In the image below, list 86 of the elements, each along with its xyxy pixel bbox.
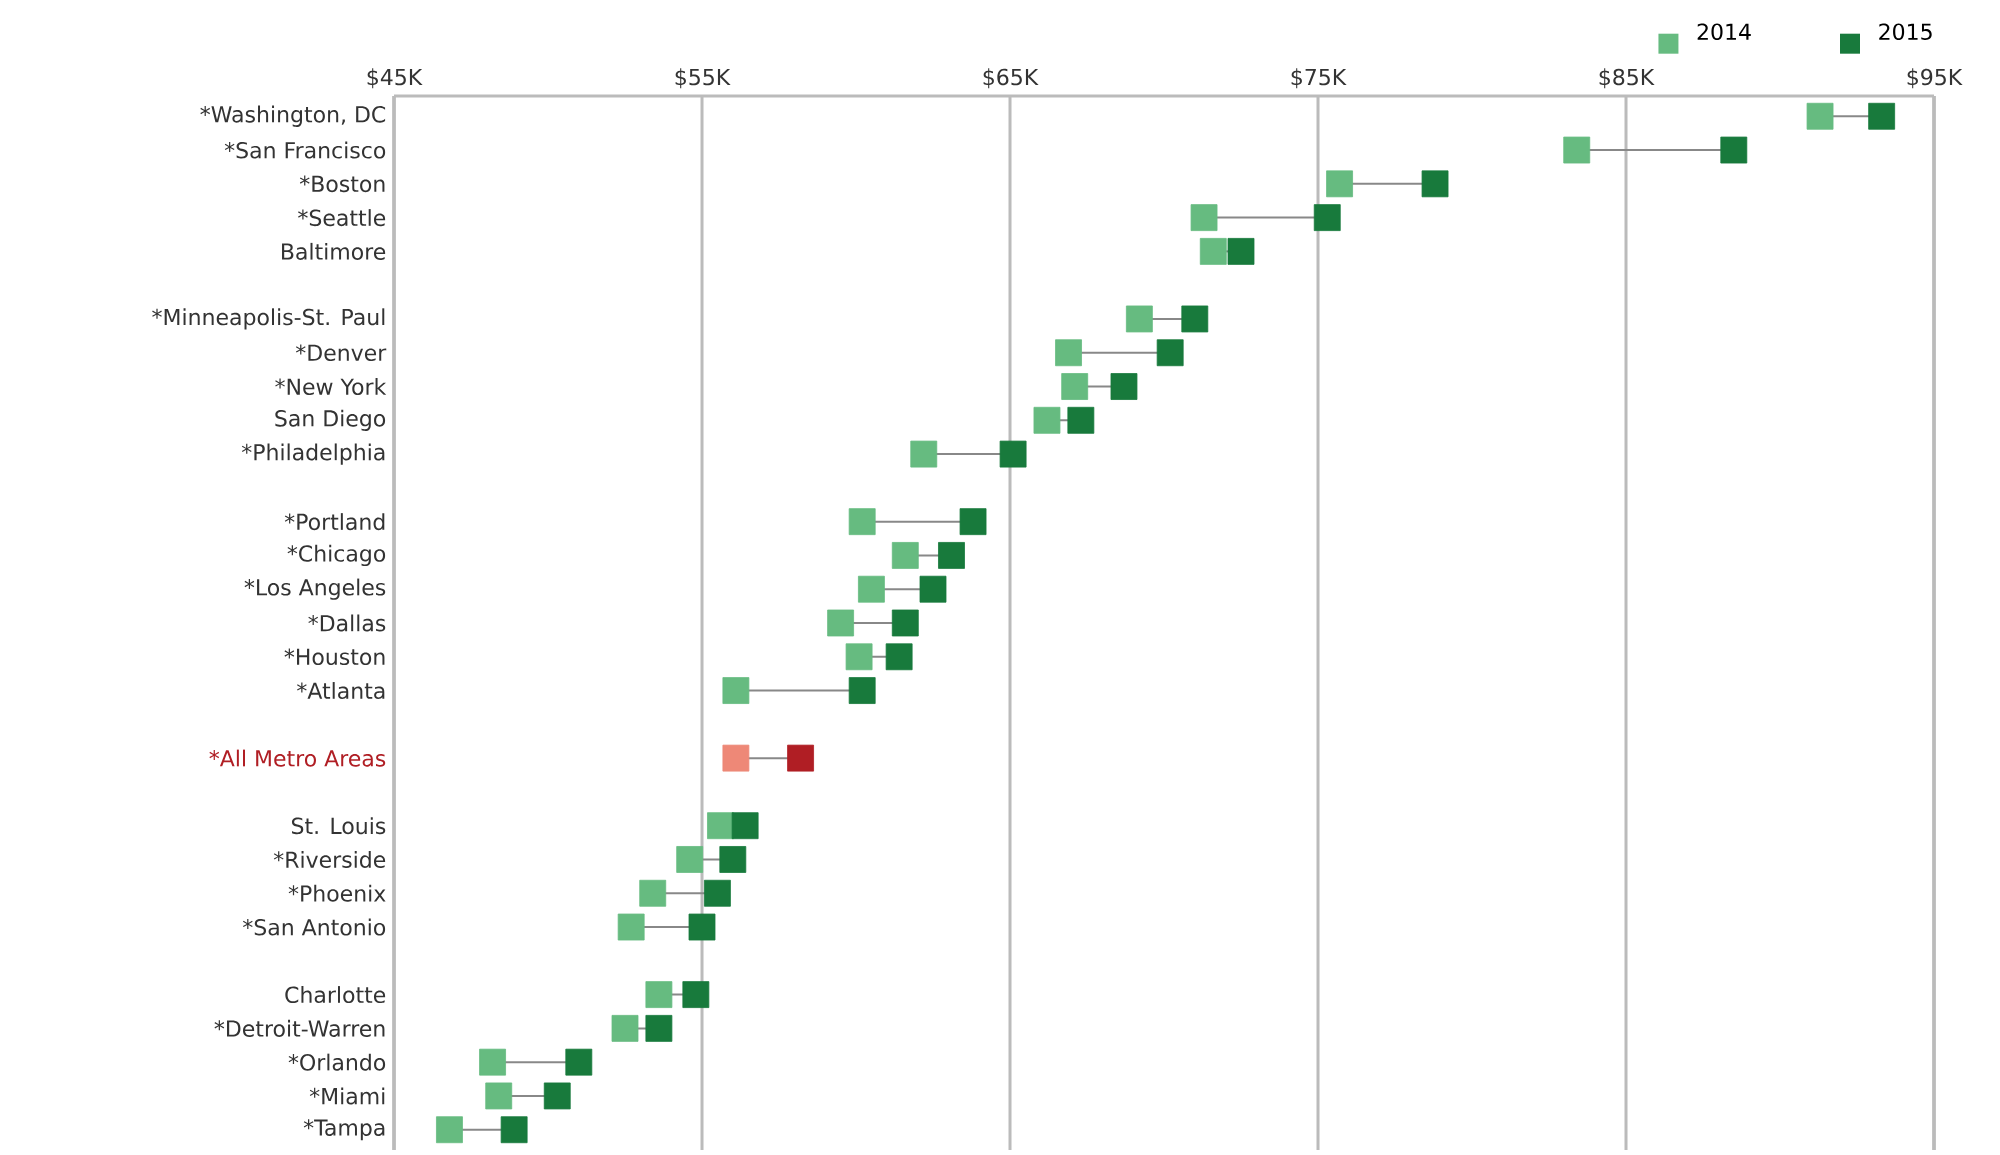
point — [827, 609, 855, 637]
y-tick-label: *Chicago — [287, 544, 386, 567]
y-tick-label: *Tampa — [303, 1119, 385, 1141]
point — [1326, 170, 1353, 198]
point — [848, 508, 876, 536]
y-tick-label: *Minneapolis-St. Paul — [152, 308, 385, 330]
point — [910, 440, 938, 468]
point — [999, 440, 1027, 468]
point — [645, 981, 673, 1008]
y-tick-label: *Atlanta — [297, 682, 385, 700]
point — [787, 744, 814, 772]
y-tick-label: *Los Angeles — [244, 578, 386, 600]
point — [1125, 305, 1153, 333]
point — [704, 879, 731, 907]
y-tick-label: *Seattle — [298, 209, 386, 227]
point — [959, 508, 987, 536]
y-tick-label: *Philadelphia — [241, 443, 385, 465]
y-tick-label: *Denver — [295, 344, 387, 362]
point — [485, 1082, 513, 1110]
y-tick-label: *Portland — [284, 513, 385, 531]
point — [1110, 373, 1138, 400]
point — [707, 812, 734, 840]
y-tick-label: *San Antonio — [242, 918, 386, 936]
y-tick-label: *Washington, DC — [200, 105, 386, 127]
point — [543, 1082, 571, 1110]
y-tick-label: St. Louis — [291, 817, 386, 835]
point — [848, 677, 876, 704]
point — [1720, 136, 1748, 164]
point — [938, 542, 965, 569]
y-tick-label: *Detroit-Warren — [214, 1019, 385, 1037]
y-tick-label: *All Metro Areas — [209, 749, 386, 767]
x-tick-label: $95K — [1907, 68, 1963, 89]
point — [719, 846, 747, 873]
point — [682, 981, 710, 1008]
y-tick-label: *New York — [275, 378, 387, 396]
y-tick-label: *Houston — [284, 648, 385, 666]
point — [617, 913, 645, 941]
y-tick-label: *Miami — [309, 1087, 385, 1105]
point — [1563, 136, 1591, 164]
point — [1227, 238, 1255, 265]
legend-label: 2015 — [1879, 23, 1932, 41]
point — [1190, 204, 1218, 232]
point — [1806, 102, 1834, 130]
y-tick-label: *Boston — [299, 175, 385, 193]
x-tick-label: $65K — [983, 68, 1039, 89]
y-tick-label: *Riverside — [273, 850, 386, 868]
y-tick-label: San Diego — [275, 409, 386, 431]
y-tick-label: Baltimore — [282, 242, 386, 260]
x-tick-label: $45K — [367, 68, 423, 89]
x-tick-label: $75K — [1291, 68, 1347, 89]
point — [919, 575, 947, 603]
point — [688, 913, 716, 941]
point — [722, 677, 750, 704]
point — [611, 1014, 639, 1042]
point — [891, 542, 919, 569]
point — [1313, 204, 1341, 232]
y-tick-label: *San Francisco — [224, 141, 386, 159]
point — [676, 846, 704, 873]
y-tick-label: *Dallas — [308, 614, 386, 632]
point — [1199, 238, 1227, 265]
point — [1055, 339, 1082, 367]
point — [1181, 305, 1209, 333]
point — [565, 1048, 593, 1076]
point — [858, 575, 885, 603]
point — [845, 643, 873, 671]
point — [731, 812, 759, 840]
point — [645, 1014, 673, 1042]
legend-label: 2014 — [1697, 23, 1751, 41]
point — [1868, 102, 1896, 130]
point — [1061, 373, 1089, 400]
point — [1067, 406, 1095, 434]
point — [479, 1048, 506, 1076]
x-tick-label: $85K — [1599, 68, 1655, 89]
y-tick-label: *Orlando — [288, 1053, 386, 1071]
point — [436, 1116, 463, 1144]
point — [1421, 170, 1449, 198]
point — [500, 1116, 528, 1144]
point — [639, 879, 667, 907]
point — [1156, 339, 1184, 367]
y-tick-label: Charlotte — [285, 986, 386, 1004]
x-tick-label: $55K — [675, 68, 731, 89]
point — [885, 643, 913, 671]
point — [891, 609, 919, 637]
point — [1033, 406, 1061, 434]
y-tick-label: *Phoenix — [288, 884, 386, 902]
point — [722, 744, 750, 772]
